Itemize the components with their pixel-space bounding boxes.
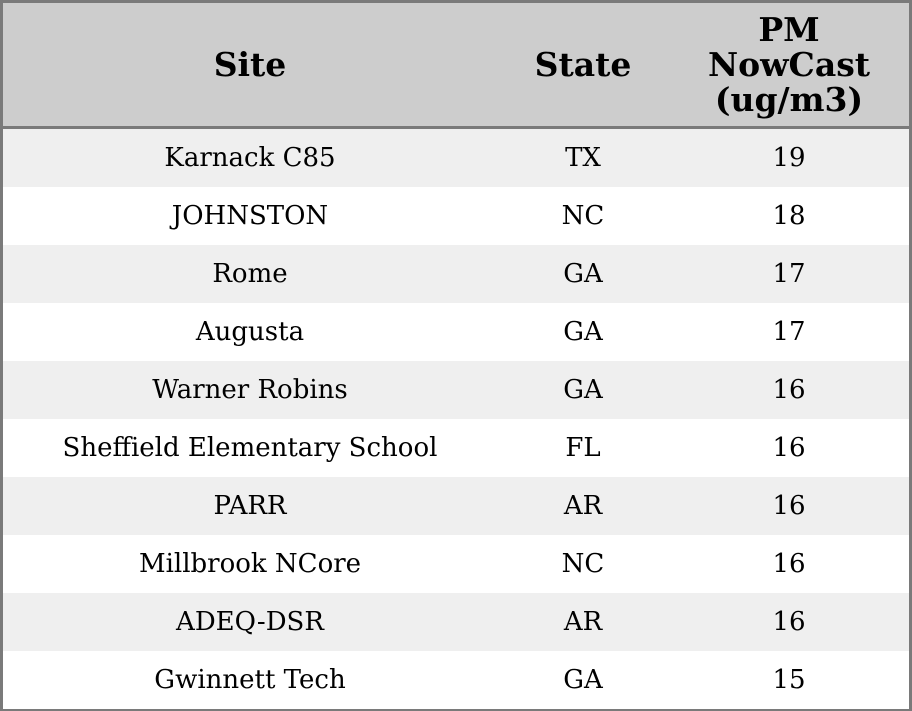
cell-site: Augusta <box>195 317 305 347</box>
cell-state: GA <box>563 375 603 405</box>
header-site-label: Site <box>213 45 287 84</box>
table-body: Karnack C85 TX 19 JOHNSTON NC 18 Rome GA… <box>3 129 909 709</box>
cell-state: GA <box>563 317 603 347</box>
header-pm-nowcast: PM NowCast (ug/m3) <box>669 3 909 126</box>
cell-state: NC <box>561 201 605 231</box>
cell-pm: 16 <box>772 433 806 463</box>
cell-site: Karnack C85 <box>164 143 336 173</box>
cell-state: NC <box>561 549 605 579</box>
cell-site: Rome <box>212 259 288 289</box>
cell-pm: 19 <box>772 143 806 173</box>
cell-site: ADEQ-DSR <box>176 607 324 637</box>
cell-pm: 16 <box>772 491 806 521</box>
cell-state: AR <box>563 491 603 521</box>
table-row: Warner Robins GA 16 <box>3 361 909 419</box>
cell-state: GA <box>563 665 603 695</box>
table-row: Millbrook NCore NC 16 <box>3 535 909 593</box>
table-header-row: Site State PM NowCast (ug/m3) <box>3 3 909 129</box>
cell-state: FL <box>565 433 601 463</box>
cell-state: AR <box>563 607 603 637</box>
cell-site: Gwinnett Tech <box>154 665 346 695</box>
cell-pm: 17 <box>772 317 806 347</box>
cell-site: Millbrook NCore <box>138 549 362 579</box>
table-row: Gwinnett Tech GA 15 <box>3 651 909 709</box>
cell-state: TX <box>565 143 601 173</box>
cell-site: Sheffield Elementary School <box>62 433 438 463</box>
cell-pm: 18 <box>772 201 806 231</box>
table-row: JOHNSTON NC 18 <box>3 187 909 245</box>
table-row: Augusta GA 17 <box>3 303 909 361</box>
table-row: Rome GA 17 <box>3 245 909 303</box>
cell-pm: 16 <box>772 549 806 579</box>
table-row: Sheffield Elementary School FL 16 <box>3 419 909 477</box>
cell-site: JOHNSTON <box>171 201 329 231</box>
cell-pm: 16 <box>772 607 806 637</box>
table-row: PARR AR 16 <box>3 477 909 535</box>
table-row: Karnack C85 TX 19 <box>3 129 909 187</box>
cell-pm: 17 <box>772 259 806 289</box>
header-pm-line-2: NowCast <box>707 45 871 84</box>
header-pm-line-3: (ug/m3) <box>714 80 864 119</box>
header-pm-line-1: PM <box>758 10 820 49</box>
header-state-label: State <box>534 45 632 84</box>
cell-site: PARR <box>213 491 287 521</box>
cell-state: GA <box>563 259 603 289</box>
header-state: State <box>497 3 669 126</box>
cell-pm: 15 <box>772 665 806 695</box>
table-row: ADEQ-DSR AR 16 <box>3 593 909 651</box>
cell-site: Warner Robins <box>152 375 348 405</box>
header-site: Site <box>3 3 497 126</box>
cell-pm: 16 <box>772 375 806 405</box>
